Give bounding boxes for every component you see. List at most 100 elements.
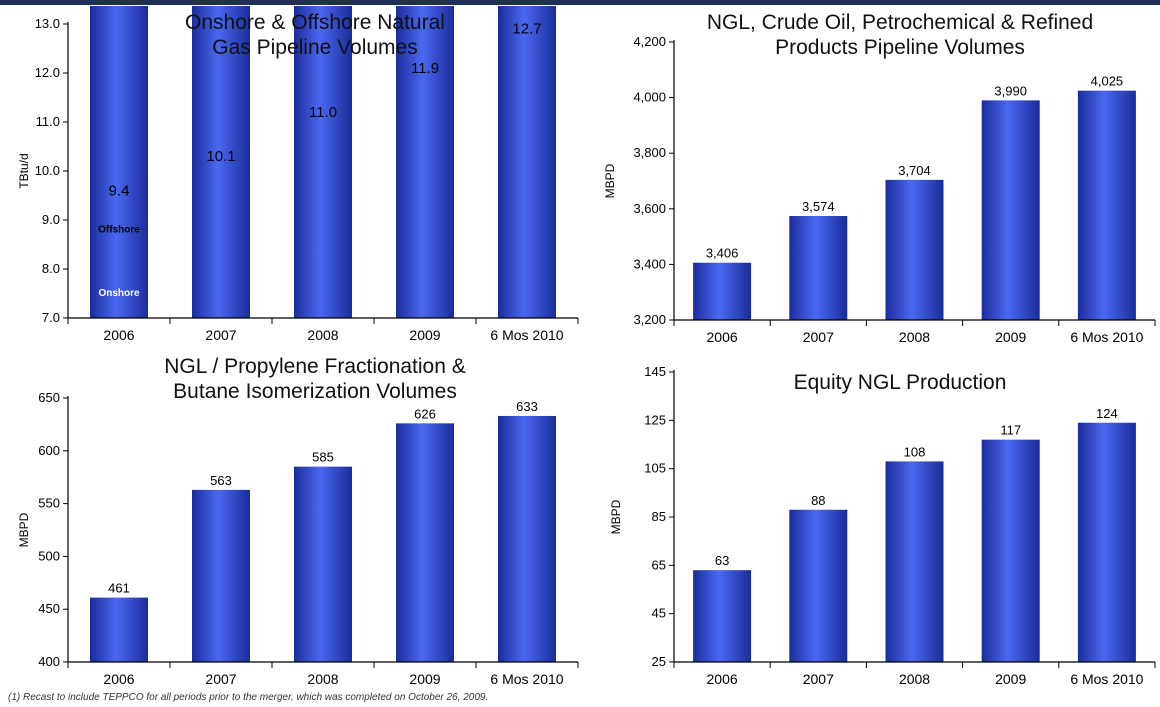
y-tick-label: 4,200 [633, 34, 666, 49]
chart-plot: 7.0 8.0 9.0 10.0 11.0 12.0 13.0 TBtu/d 9.4 10.1 11… [17, 6, 579, 343]
y-tick-label: 3,200 [633, 312, 666, 327]
data-label: 4,025 [1091, 74, 1124, 89]
x-tick-label: 2006 [707, 329, 738, 345]
data-label: 3,990 [994, 83, 1027, 98]
data-label: 626 [414, 406, 436, 421]
x-tick-label: 2006 [707, 671, 738, 687]
bar-onshore [90, 6, 148, 319]
bar-onshore [192, 6, 250, 318]
chart-plot: 400 450 500 550 600 650 MBPD 461 563 585 626 633 200… [17, 390, 579, 687]
bar [789, 216, 848, 320]
x-tick-label: 2007 [205, 327, 236, 343]
x-tick-label: 2009 [409, 327, 440, 343]
bar-onshore [498, 6, 556, 319]
y-axis-label: TBtu/d [17, 153, 31, 188]
x-tick-label: 2008 [307, 671, 338, 687]
y-tick-label: 650 [38, 390, 60, 405]
bar [498, 415, 556, 662]
y-tick-label: 13.0 [35, 16, 60, 31]
bar [294, 466, 352, 662]
chart-title: Onshore & Offshore Natural Gas Pipeline … [40, 10, 590, 60]
y-tick-label: 8.0 [42, 261, 60, 276]
chart-title-line: NGL / Propylene Fractionation & [164, 355, 466, 378]
chart-title: Equity NGL Production [640, 370, 1160, 395]
bar [192, 489, 250, 662]
x-tick-label: 2009 [995, 671, 1026, 687]
bar [885, 179, 944, 320]
y-tick-label: 10.0 [35, 163, 60, 178]
bar [981, 100, 1040, 320]
chart-plot: 3,200 3,400 3,600 3,800 4,000 4,200 MBPD 3,406 3… [603, 34, 1156, 345]
x-tick-label: 2007 [803, 329, 834, 345]
chart-title-line: Onshore & Offshore Natural [185, 11, 445, 34]
top-rule [0, 0, 1160, 5]
bar-onshore [396, 6, 454, 318]
x-tick-label: 6 Mos 2010 [490, 671, 563, 687]
y-tick-label: 105 [644, 461, 666, 476]
data-label: 10.1 [206, 148, 235, 165]
chart-title: NGL / Propylene Fractionation & Butane I… [40, 354, 590, 404]
data-label: 63 [715, 553, 729, 568]
y-tick-label: 550 [38, 496, 60, 511]
chart-title-line: Equity NGL Production [793, 371, 1007, 394]
bar-onshore [294, 6, 352, 318]
footnote: (1) Recast to include TEPPCO for all per… [8, 692, 489, 703]
y-tick-label: 3,600 [633, 201, 666, 216]
x-tick-label: 2007 [205, 671, 236, 687]
x-tick-label: 2006 [103, 671, 134, 687]
y-tick-label: 4,000 [633, 90, 666, 105]
chart-title-line: NGL, Crude Oil, Petrochemical & Refined [706, 11, 1094, 34]
x-tick-label: 2008 [307, 327, 338, 343]
data-label: 108 [904, 444, 926, 459]
x-tick-label: 6 Mos 2010 [1070, 329, 1143, 345]
chart-plot: 25 45 65 85 105 125 145 MBPD 63 88 108 117 124 2006 20… [609, 364, 1156, 687]
x-tick-label: 2009 [995, 329, 1026, 345]
x-tick-label: 2006 [103, 327, 134, 343]
y-tick-label: 45 [652, 606, 666, 621]
data-label: 9.4 [109, 182, 130, 199]
x-tick-label: 2009 [409, 671, 440, 687]
bar [1077, 422, 1136, 662]
chart-fractionation-volumes: NGL / Propylene Fractionation & Butane I… [0, 352, 590, 692]
bar [885, 461, 944, 662]
y-tick-label: 125 [644, 412, 666, 427]
chart-title: NGL, Crude Oil, Petrochemical & Refined … [640, 10, 1160, 60]
data-label: 124 [1096, 406, 1118, 421]
x-tick-label: 2008 [899, 329, 930, 345]
y-tick-label: 12.0 [35, 65, 60, 80]
bar [396, 423, 454, 662]
y-tick-label: 450 [38, 601, 60, 616]
y-tick-label: 500 [38, 548, 60, 563]
x-tick-label: 6 Mos 2010 [1070, 671, 1143, 687]
data-label: 88 [811, 493, 825, 508]
data-label: 3,406 [706, 246, 739, 261]
y-tick-label: 7.0 [42, 310, 60, 325]
chart-ngl-pipeline-volumes: NGL, Crude Oil, Petrochemical & Refined … [590, 6, 1160, 358]
y-axis-label: MBPD [609, 499, 623, 534]
series-label-onshore: Onshore [98, 288, 140, 299]
y-tick-label: 9.0 [42, 212, 60, 227]
y-tick-label: 85 [652, 509, 666, 524]
bar [1077, 90, 1136, 321]
y-tick-label: 25 [652, 654, 666, 669]
bar [693, 262, 752, 320]
chart-title-line: Products Pipeline Volumes [775, 36, 1025, 59]
data-label: 563 [210, 473, 232, 488]
y-tick-label: 400 [38, 654, 60, 669]
data-label: 11.9 [411, 60, 439, 77]
y-tick-label: 3,800 [633, 145, 666, 160]
data-label: 3,574 [802, 199, 835, 214]
y-tick-label: 600 [38, 443, 60, 458]
y-tick-label: 11.0 [36, 114, 60, 129]
chart-equity-ngl-production: Equity NGL Production 25 45 65 85 105 125 145 M… [590, 352, 1160, 692]
bar [789, 509, 848, 662]
y-tick-label: 145 [644, 364, 666, 379]
chart-title-line: Gas Pipeline Volumes [212, 36, 418, 59]
chart-gas-pipeline-volumes: Onshore & Offshore Natural Gas Pipeline … [0, 6, 590, 358]
series-label-offshore: Offshore [98, 224, 140, 235]
bar [693, 570, 752, 662]
y-tick-label: 65 [652, 557, 666, 572]
data-label: 633 [516, 399, 538, 414]
x-tick-label: 2008 [899, 671, 930, 687]
data-label: 585 [312, 450, 334, 465]
